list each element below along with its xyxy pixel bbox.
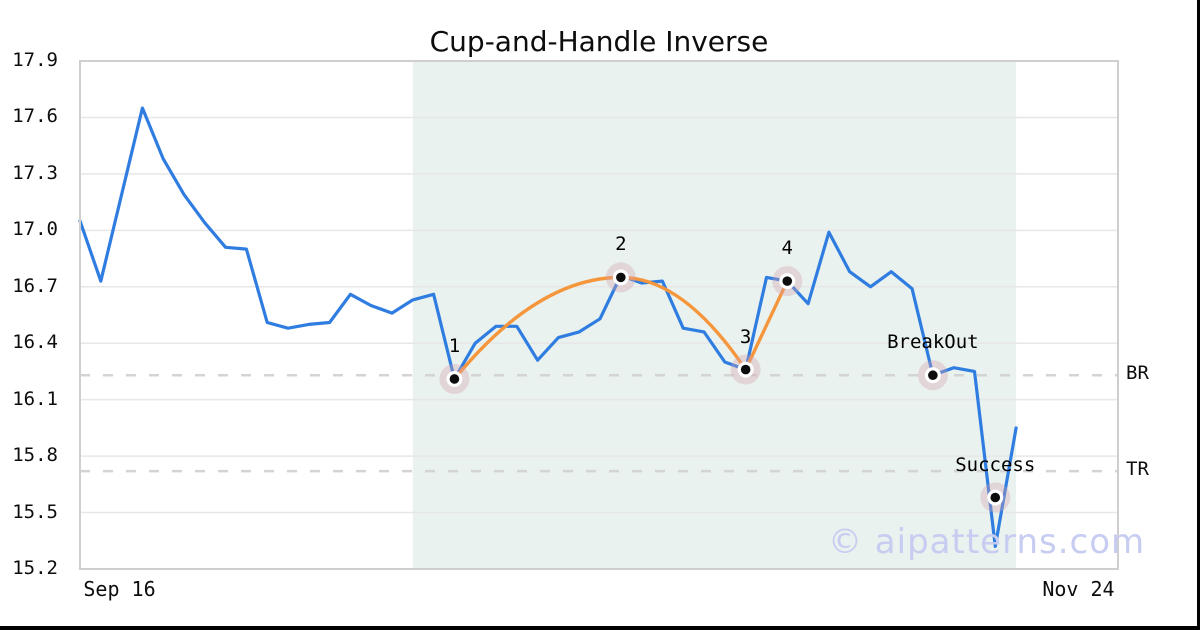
marker-3-label: 3 — [739, 325, 752, 348]
marker-1-dot — [449, 374, 460, 384]
y-tick-label: 16.7 — [12, 274, 58, 297]
y-tick-label: 17.3 — [12, 161, 58, 184]
level-label-br: BR — [1126, 362, 1149, 385]
y-tick-label: 15.8 — [12, 444, 58, 467]
y-tick-label: 17.9 — [12, 49, 58, 71]
marker-breakout-label: BreakOut — [887, 331, 979, 354]
price-line — [78, 106, 1018, 549]
y-tick-label: 15.5 — [12, 500, 58, 523]
marker-success-dot — [990, 492, 1001, 503]
y-tick-label: 16.4 — [12, 331, 58, 354]
y-tick-label: 17.6 — [12, 105, 58, 128]
marker-success-label: Success — [955, 453, 1036, 476]
marker-2-label: 2 — [615, 233, 627, 256]
marker-4-label: 4 — [781, 237, 793, 260]
marker-breakout-dot — [928, 370, 938, 381]
y-tick-label: 16.1 — [12, 387, 58, 410]
y-tick-label: 15.2 — [12, 557, 58, 579]
marker-1-label: 1 — [448, 334, 461, 357]
marker-4-dot — [782, 276, 793, 286]
plot-border — [79, 60, 1119, 570]
x-tick-label: Nov 24 — [1042, 577, 1115, 601]
window-edge-bottom — [0, 626, 1200, 630]
window-edge-right — [1197, 0, 1200, 630]
x-tick-label: Sep 16 — [83, 577, 156, 601]
chart-title: Cup-and-Handle Inverse — [429, 25, 769, 58]
watermark: © aipatterns.com — [828, 522, 1146, 562]
pattern-zone — [412, 61, 1017, 569]
marker-3-dot — [740, 364, 751, 375]
level-label-tr: TR — [1126, 458, 1149, 481]
y-tick-label: 17.0 — [12, 218, 58, 241]
marker-2-dot — [616, 272, 626, 283]
